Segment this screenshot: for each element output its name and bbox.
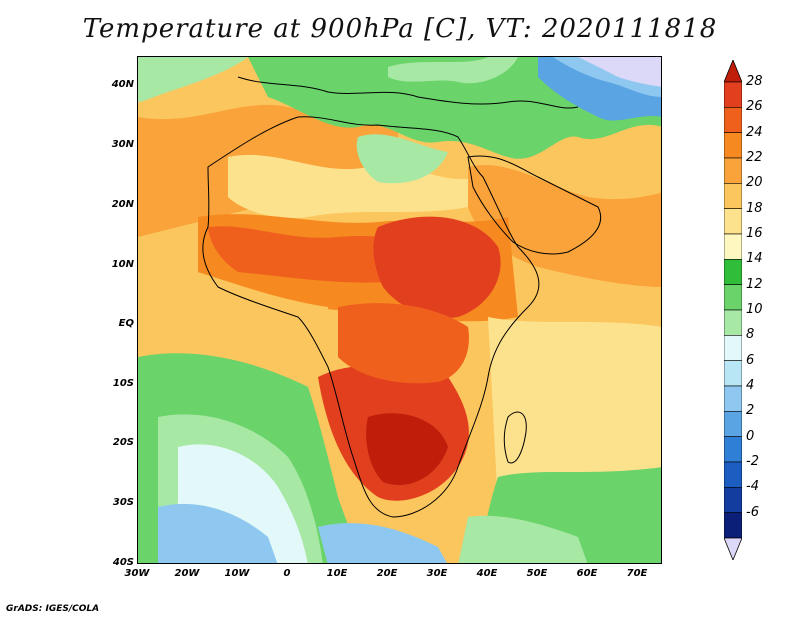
colorbar-tick-label: 26 (746, 99, 763, 115)
lon-tick-label: 30W (124, 568, 150, 579)
field-lightgreen-europe (388, 57, 518, 84)
temperature-field (138, 57, 661, 563)
colorbar-segment (724, 208, 742, 235)
lat-tick-label: 20N (111, 199, 134, 210)
arabia-coastline (467, 155, 602, 255)
map-title: Temperature at 900hPa [C], VT: 202011181… (82, 14, 718, 44)
lon-tick-label: 30E (426, 568, 448, 579)
lon-tick-label: 10E (326, 568, 348, 579)
colorbar-segment (724, 81, 742, 108)
colorbar-tick-label: 4 (746, 378, 755, 393)
field-lightgreen-indian-ocean (458, 515, 588, 563)
colorbar-segment (724, 233, 742, 260)
lon-tick-label: 20E (376, 568, 398, 579)
colorbar-tick-label: 28 (746, 74, 763, 89)
colorbar-tick-label: 10 (746, 302, 763, 317)
colorbar-segment (724, 487, 742, 513)
colorbar-tick-label: 6 (746, 352, 755, 368)
colorbar-tick-label: 22 (746, 150, 763, 165)
lat-tick-label: 10N (111, 259, 134, 270)
colorbar-bottom-extension (724, 537, 742, 560)
colorbar-segment (724, 259, 742, 285)
field-darkred-southern-africa (366, 413, 448, 486)
colorbar-top-extension (724, 60, 742, 83)
colorbar-tick-label: 0 (746, 428, 755, 444)
colorbar-segment (724, 107, 742, 133)
field-blue-south-cape (318, 523, 447, 563)
credit-text: GrADS: IGES/COLA (6, 604, 100, 614)
colorbar-segment (724, 360, 742, 387)
colorbar-segment (724, 309, 742, 336)
colorbar-segment (724, 284, 742, 311)
colorbar-tick-label: 18 (746, 200, 763, 216)
lon-tick-label: 60E (576, 568, 598, 579)
lon-tick-label: 50E (526, 568, 548, 579)
colorbar-segment (724, 411, 742, 437)
colorbar-tick-label: 8 (746, 327, 755, 343)
lat-tick-label: 10S (112, 378, 134, 389)
europe-coastline (237, 76, 579, 109)
lat-tick-label: 30N (111, 139, 134, 150)
lon-tick-label: 40E (476, 568, 498, 579)
colorbar-tick-label: 24 (746, 124, 763, 140)
colorbar-tick-label: 16 (746, 226, 763, 241)
lat-tick-label: 20S (112, 437, 134, 448)
field-green-libya (356, 134, 448, 184)
lon-tick-label: 0 (283, 568, 291, 579)
lon-tick-label: 10W (224, 568, 250, 579)
colorbar-segment (724, 461, 742, 488)
colorbar-segment (724, 436, 742, 463)
colorbar-segment (724, 132, 742, 159)
colorbar-tick-label: 12 (746, 276, 763, 292)
colorbar-tick-label: 2 (746, 403, 755, 419)
colorbar-segment (724, 157, 742, 184)
africa-coastline (202, 116, 540, 518)
field-red-central (373, 216, 501, 318)
field-blue-south-atlantic (158, 503, 278, 563)
colorbar (724, 60, 742, 560)
colorbar-tick-label: 14 (746, 251, 763, 267)
temperature-map (137, 56, 662, 564)
colorbar-segment (724, 335, 742, 361)
field-lavender-asia (578, 57, 661, 87)
field-orange-arabia (468, 165, 661, 287)
colorbar-tick-label: -6 (746, 504, 759, 520)
lat-tick-label: EQ (118, 318, 134, 329)
lat-tick-label: 30S (112, 497, 134, 508)
colorbar-tick-label: -4 (746, 479, 759, 495)
lat-tick-label: 40S (112, 557, 134, 568)
lon-tick-label: 20W (174, 568, 200, 579)
lat-tick-label: 40N (111, 79, 134, 90)
colorbar-segment (724, 183, 742, 209)
colorbar-tick-label: -2 (746, 454, 759, 469)
field-redorange-congo (338, 303, 469, 384)
field-green-nw (138, 57, 248, 102)
colorbar-tick-label: 20 (746, 175, 763, 191)
madagascar-coastline (503, 411, 527, 464)
colorbar-segment (724, 385, 742, 412)
lon-tick-label: 70E (626, 568, 648, 579)
colorbar-segment (724, 512, 742, 539)
field-yellow-indian-ocean (488, 317, 661, 522)
field-yellow-equatorial-atlantic (138, 257, 328, 377)
